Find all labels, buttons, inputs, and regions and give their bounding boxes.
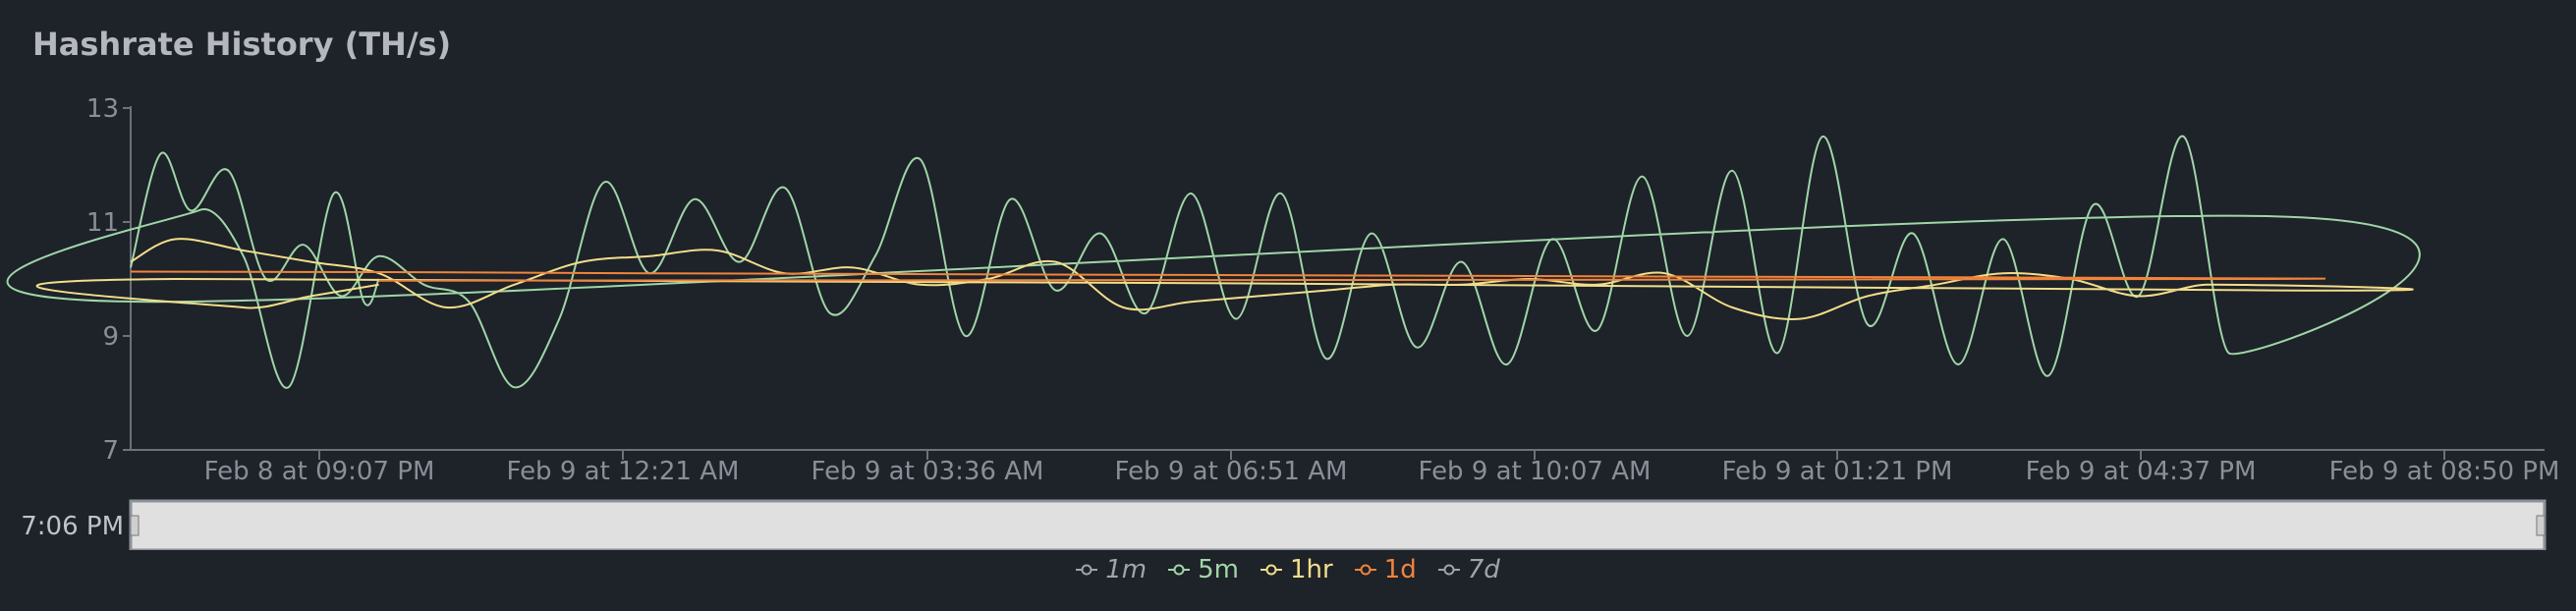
x-tick-label: Feb 9 at 08:50 PM bbox=[2329, 457, 2560, 486]
legend-label: 5m bbox=[1198, 555, 1239, 584]
x-tick-label: Feb 9 at 03:36 AM bbox=[812, 457, 1044, 486]
legend-marker-icon bbox=[1076, 563, 1098, 577]
legend-item-7d[interactable]: 7d bbox=[1437, 555, 1500, 584]
x-tick-label: Feb 9 at 01:21 PM bbox=[1722, 457, 1953, 486]
x-tick-label: Feb 9 at 04:37 PM bbox=[2026, 457, 2257, 486]
legend-marker-icon bbox=[1168, 563, 1191, 577]
legend-label: 1hr bbox=[1289, 555, 1333, 584]
y-axis: 7 9 11 13 bbox=[86, 94, 132, 466]
hashrate-chart: 7 9 11 13 Feb 8 at 09:07 PM Feb 9 at 12:21 A… bbox=[6, 94, 2560, 550]
legend-marker-icon bbox=[1354, 563, 1376, 577]
legend-label: 1m bbox=[1105, 555, 1148, 584]
legend-marker-icon bbox=[1437, 563, 1460, 577]
legend-item-1m[interactable]: 1m bbox=[1076, 555, 1147, 584]
y-tick-label: 11 bbox=[86, 208, 119, 238]
legend-item-1hr[interactable]: 1hr bbox=[1260, 555, 1333, 584]
x-tick-label: Feb 8 at 09:07 PM bbox=[204, 457, 435, 486]
series-line-1d bbox=[130, 270, 2326, 282]
series-line-1hr bbox=[35, 238, 2414, 320]
x-tick-label: Feb 9 at 06:51 AM bbox=[1115, 457, 1348, 486]
x-tick-label: Feb 9 at 12:21 AM bbox=[507, 457, 740, 486]
legend-item-1d[interactable]: 1d bbox=[1354, 555, 1417, 584]
legend-label: 1d bbox=[1383, 555, 1417, 584]
series-line-5m bbox=[6, 135, 2421, 389]
range-navigator[interactable]: 7:06 PM bbox=[21, 499, 2547, 550]
navigator-right-handle[interactable] bbox=[2536, 515, 2546, 536]
y-tick-label: 13 bbox=[86, 94, 119, 124]
navigator-track[interactable] bbox=[129, 499, 2547, 550]
y-tick-label: 7 bbox=[102, 436, 119, 466]
x-axis: Feb 8 at 09:07 PM Feb 9 at 12:21 AM Feb 9 … bbox=[131, 449, 2560, 486]
navigator-left-label: 7:06 PM bbox=[21, 512, 124, 541]
legend-marker-icon bbox=[1260, 563, 1282, 577]
legend: 1m 5m 1hr 1d 7d bbox=[0, 555, 2576, 584]
chart-title: Hashrate History (TH/s) bbox=[32, 26, 452, 63]
series-group bbox=[6, 135, 2421, 389]
x-tick-label: Feb 9 at 10:07 AM bbox=[1419, 457, 1652, 486]
y-tick-label: 9 bbox=[102, 322, 119, 352]
legend-label: 7d bbox=[1467, 555, 1500, 584]
legend-item-5m[interactable]: 5m bbox=[1168, 555, 1239, 584]
navigator-left-handle[interactable] bbox=[130, 515, 140, 536]
